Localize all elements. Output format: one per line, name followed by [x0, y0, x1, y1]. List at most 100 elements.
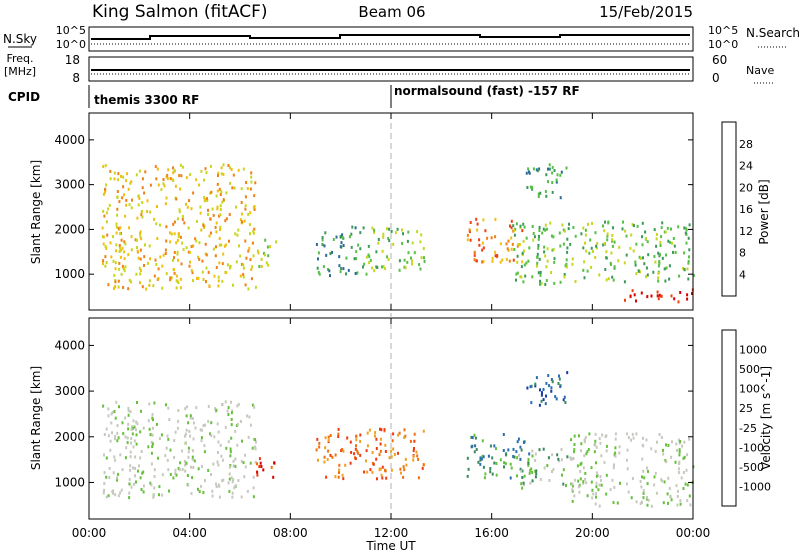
data-cell	[137, 256, 140, 260]
data-cell	[547, 167, 549, 171]
data-cell	[639, 270, 641, 274]
data-cell	[526, 186, 529, 189]
x-tick-label: 00:00	[72, 526, 107, 540]
data-cell	[102, 262, 104, 266]
data-cell	[116, 424, 119, 428]
data-cell	[122, 432, 125, 436]
data-cell	[219, 225, 222, 229]
data-cell	[673, 297, 676, 301]
data-cell	[354, 226, 357, 230]
data-cell	[229, 447, 232, 451]
data-cell	[599, 441, 602, 445]
data-cell	[341, 448, 344, 451]
data-cell	[480, 457, 483, 461]
data-cell	[529, 185, 532, 189]
data-cell	[513, 455, 516, 459]
data-cell	[191, 449, 194, 453]
data-cell	[177, 409, 180, 412]
data-cell	[184, 432, 187, 436]
data-cell	[529, 385, 532, 389]
data-cell	[216, 182, 219, 186]
data-cell	[545, 265, 548, 269]
data-cell	[194, 426, 197, 430]
data-cell	[359, 433, 362, 437]
data-cell	[539, 388, 541, 392]
data-cell	[422, 463, 425, 467]
data-cell	[133, 482, 136, 486]
data-cell	[539, 273, 542, 277]
data-cell	[486, 236, 489, 240]
data-cell	[205, 171, 208, 175]
data-cell	[516, 244, 519, 248]
data-cell	[117, 436, 120, 440]
data-cell	[566, 237, 569, 241]
data-cell	[189, 416, 192, 420]
data-cell	[156, 167, 159, 171]
data-cell	[571, 499, 574, 503]
data-cell	[564, 264, 567, 268]
data-cell	[392, 432, 395, 436]
data-cell	[534, 459, 537, 462]
data-cell	[682, 456, 685, 460]
data-cell	[664, 279, 667, 283]
data-cell	[654, 260, 657, 264]
data-cell	[187, 421, 190, 425]
data-cell	[520, 265, 523, 269]
data-cell	[240, 262, 243, 266]
data-cell	[571, 488, 574, 492]
noise-left-label: N.Sky	[3, 32, 37, 46]
data-cell	[505, 452, 508, 456]
data-cell	[257, 251, 260, 255]
data-cell	[377, 241, 380, 245]
data-cell	[222, 172, 225, 176]
data-cell	[606, 234, 609, 238]
data-cell	[229, 464, 232, 467]
data-cell	[190, 465, 193, 469]
data-cell	[341, 233, 344, 237]
data-cell	[392, 242, 395, 246]
data-cell	[152, 418, 154, 422]
data-cell	[211, 489, 214, 493]
data-cell	[205, 266, 208, 270]
data-cell	[178, 468, 181, 472]
data-cell	[551, 171, 554, 175]
data-cell	[136, 246, 139, 249]
data-cell	[325, 253, 328, 257]
data-cell	[654, 449, 657, 453]
data-cell	[614, 437, 617, 441]
data-cell	[114, 458, 117, 462]
data-cell	[542, 388, 545, 391]
data-cell	[141, 177, 144, 181]
data-cell	[612, 466, 615, 470]
data-cell	[556, 453, 559, 457]
data-cell	[215, 194, 218, 198]
data-cell	[568, 222, 570, 226]
data-cell	[590, 466, 593, 470]
data-cell	[518, 453, 520, 457]
noise-panel-frame	[88, 26, 694, 52]
data-cell	[114, 437, 116, 441]
data-cell	[365, 255, 368, 259]
data-cell	[676, 503, 679, 507]
data-cell	[547, 180, 549, 184]
data-cell	[530, 467, 533, 471]
data-cell	[198, 183, 201, 187]
data-cell	[365, 449, 368, 453]
data-cell	[169, 177, 172, 180]
data-cell	[511, 242, 514, 246]
data-cell	[471, 436, 474, 440]
data-cell	[254, 460, 257, 464]
data-cell	[366, 470, 369, 474]
data-cell	[470, 435, 473, 439]
data-cell	[538, 403, 541, 407]
data-cell	[220, 172, 223, 176]
data-cell	[572, 226, 575, 229]
data-cell	[219, 193, 222, 196]
data-cell	[544, 228, 547, 232]
data-cell	[588, 432, 591, 436]
data-cell	[128, 203, 131, 207]
data-cell	[470, 445, 473, 449]
data-cell	[215, 245, 217, 249]
data-cell	[173, 271, 176, 275]
data-cell	[677, 225, 680, 229]
